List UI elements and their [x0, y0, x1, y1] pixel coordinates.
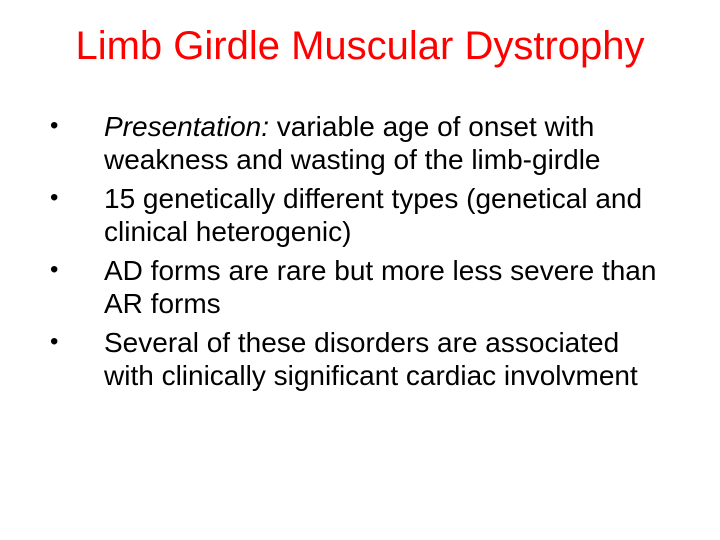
bullet-text: AD forms are rare but more less severe t…: [104, 254, 670, 320]
bullet-rest: Several of these disorders are associate…: [104, 327, 638, 391]
bullet-rest: AD forms are rare but more less severe t…: [104, 255, 656, 319]
bullet-text: Presentation: variable age of onset with…: [104, 110, 670, 176]
bullet-emphasis: Presentation:: [104, 111, 269, 142]
bullet-marker-icon: •: [44, 110, 104, 142]
bullet-text: 15 genetically different types (genetica…: [104, 182, 670, 248]
list-item: • 15 genetically different types (geneti…: [44, 182, 670, 248]
slide-title: Limb Girdle Muscular Dystrophy: [40, 24, 680, 68]
bullet-list: • Presentation: variable age of onset wi…: [40, 110, 680, 392]
list-item: • AD forms are rare but more less severe…: [44, 254, 670, 320]
bullet-rest: 15 genetically different types (genetica…: [104, 183, 642, 247]
bullet-marker-icon: •: [44, 326, 104, 358]
bullet-marker-icon: •: [44, 182, 104, 214]
bullet-marker-icon: •: [44, 254, 104, 286]
bullet-text: Several of these disorders are associate…: [104, 326, 670, 392]
list-item: • Presentation: variable age of onset wi…: [44, 110, 670, 176]
list-item: • Several of these disorders are associa…: [44, 326, 670, 392]
slide: Limb Girdle Muscular Dystrophy • Present…: [0, 0, 720, 540]
